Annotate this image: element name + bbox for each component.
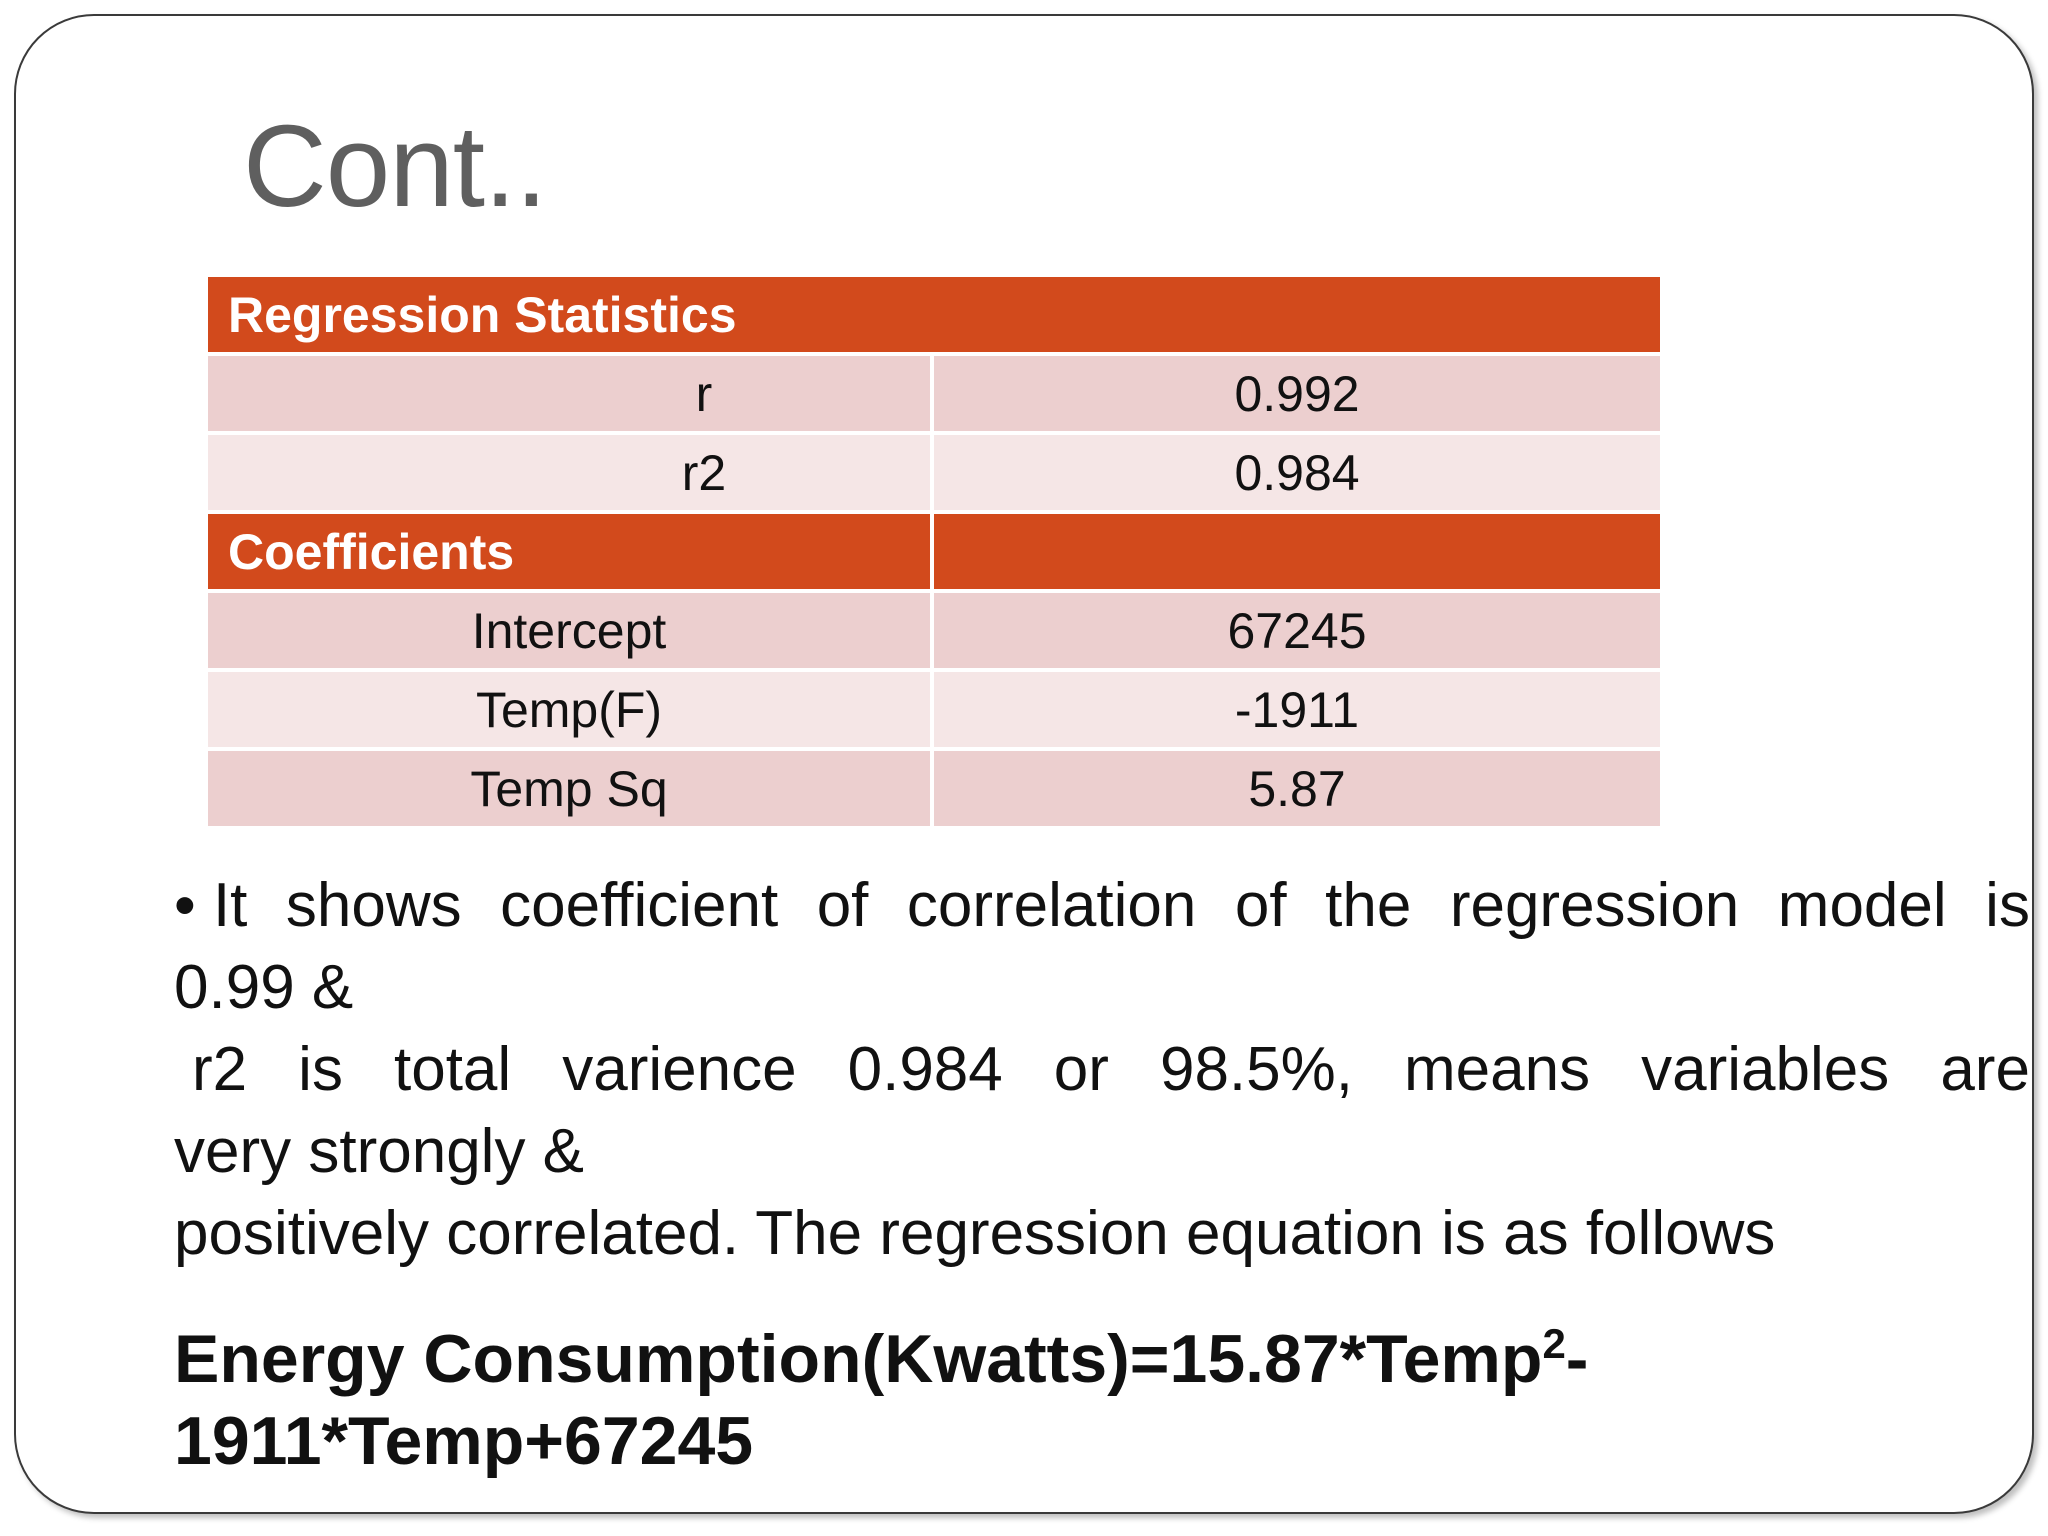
word: total [393,1035,512,1104]
table-row: Intercept 67245 [204,589,1664,672]
row-label-r2: r2 [204,431,934,514]
body-paragraph: • It shows coefficient of correlation of… [174,865,2030,1275]
row-value-temp-sq: 5.87 [930,747,1664,830]
table-row: r2 0.984 [204,431,1664,514]
coefficients-header-row: Coefficients [204,510,1664,593]
row-value-intercept: 67245 [930,589,1664,672]
regression-statistics-header: Regression Statistics [204,273,1664,356]
regression-equation: Energy Consumption(Kwatts)=15.87*Temp2- … [174,1318,1588,1482]
coefficients-header: Coefficients [204,510,934,593]
bullet-first-word: • It [174,871,248,940]
row-value-r2: 0.984 [930,431,1664,514]
table-row: r 0.992 [204,352,1664,435]
word: of [816,871,869,940]
row-value-r: 0.992 [930,352,1664,435]
slide-title: Cont.. [243,101,547,231]
word: shows [285,871,462,940]
word: of [1234,871,1287,940]
regression-statistics-header-row: Regression Statistics [204,273,1664,356]
table-row: Temp Sq 5.87 [204,747,1664,830]
word: coefficient [500,871,779,940]
equation-line-1: Energy Consumption(Kwatts)=15.87*Temp2- [174,1318,1588,1400]
word: is [298,1035,343,1104]
equation-part-1: Energy Consumption(Kwatts)=15.87*Temp [174,1321,1543,1397]
word: r2 [192,1035,248,1104]
word: are [1940,1035,2030,1104]
word: the [1325,871,1412,940]
word: or [1053,1035,1109,1104]
word: 0.984 [847,1035,1003,1104]
equation-minus: - [1565,1321,1589,1397]
word: variables [1641,1035,1890,1104]
regression-table: Regression Statistics r 0.992 r2 0.984 C… [204,273,1664,830]
body-line-5: positively correlated. The regression eq… [174,1199,1776,1268]
body-line-3: r2 is total varience 0.984 or 98.5%, mea… [174,1029,2030,1111]
word: is [1985,871,2030,940]
equation-line-2: 1911*Temp+67245 [174,1403,754,1479]
word: 98.5%, [1159,1035,1353,1104]
word: regression [1449,871,1740,940]
row-label-temp: Temp(F) [204,668,934,751]
coefficients-header-empty [930,510,1664,593]
body-line-2: 0.99 & [174,953,354,1022]
row-value-temp: -1911 [930,668,1664,751]
word: means [1404,1035,1591,1104]
row-label-intercept: Intercept [204,589,934,672]
word: varience [562,1035,797,1104]
row-label-temp-sq: Temp Sq [204,747,934,830]
equation-superscript: 2 [1542,1320,1566,1367]
table-row: Temp(F) -1911 [204,668,1664,751]
bullet-icon: • [174,871,196,940]
row-label-r: r [204,352,934,435]
body-line-4: very strongly & [174,1117,585,1186]
word: model [1777,871,1947,940]
word: correlation [906,871,1197,940]
body-line-1: • It shows coefficient of correlation of… [174,865,2030,947]
